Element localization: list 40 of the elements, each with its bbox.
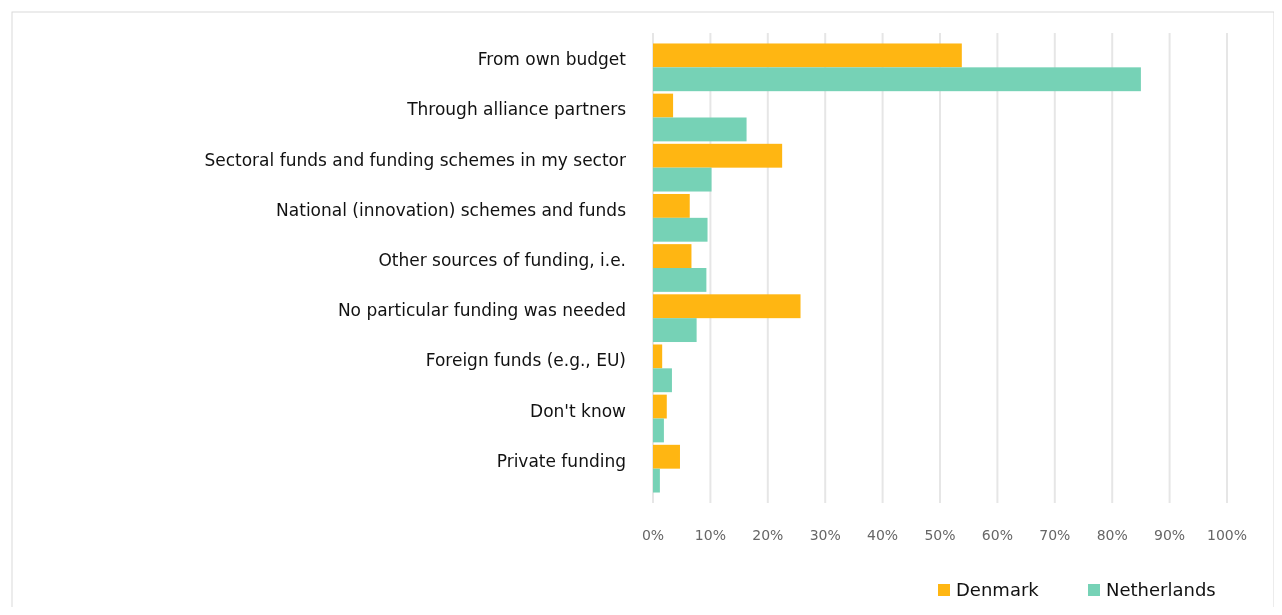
x-tick-label: 60%: [981, 527, 1013, 543]
bar: [653, 344, 663, 369]
y-tick-label: Other sources of funding, i.e.: [378, 250, 626, 270]
y-tick-label: No particular funding was needed: [337, 300, 626, 321]
bar: [653, 217, 708, 242]
bar: [653, 418, 664, 443]
y-tick-label: From own budget: [477, 49, 627, 70]
legend-label: Netherlands: [1106, 579, 1216, 600]
bar: [653, 468, 660, 493]
x-tick-label: 90%: [1154, 527, 1186, 543]
legend-label: Denmark: [956, 579, 1040, 600]
bar: [653, 67, 1141, 92]
y-tick-label: Through alliance partners: [406, 99, 627, 120]
bar: [653, 43, 962, 68]
x-tick-label: 100%: [1206, 527, 1248, 543]
y-tick-label: Don't know: [530, 400, 627, 421]
y-tick-label: National (innovation) schemes and funds: [276, 199, 627, 220]
bar: [653, 193, 690, 218]
x-tick-label: 0%: [641, 527, 665, 543]
x-tick-label: 40%: [867, 527, 899, 543]
bar: [653, 117, 747, 142]
y-tick-label: Foreign funds (e.g., EU): [425, 350, 626, 371]
x-tick-label: 10%: [694, 527, 726, 543]
bar: [653, 318, 697, 343]
bar: [653, 368, 672, 393]
bar: [653, 268, 707, 292]
x-tick-label: 50%: [924, 527, 956, 543]
bar: [653, 294, 801, 319]
y-tick-label: Private funding: [496, 450, 626, 471]
bar: [653, 244, 692, 268]
y-tick-label: Sectoral funds and funding schemes in my sector: [204, 149, 627, 170]
x-tick-label: 80%: [1096, 527, 1128, 543]
x-tick-label: 70%: [1039, 527, 1071, 543]
bar: [653, 444, 680, 469]
x-tick-label: 20%: [752, 527, 784, 543]
bar: [653, 143, 783, 168]
x-tick-label: 30%: [809, 527, 841, 543]
bar: [653, 93, 674, 118]
bar: [653, 394, 667, 419]
bar: [653, 167, 712, 192]
